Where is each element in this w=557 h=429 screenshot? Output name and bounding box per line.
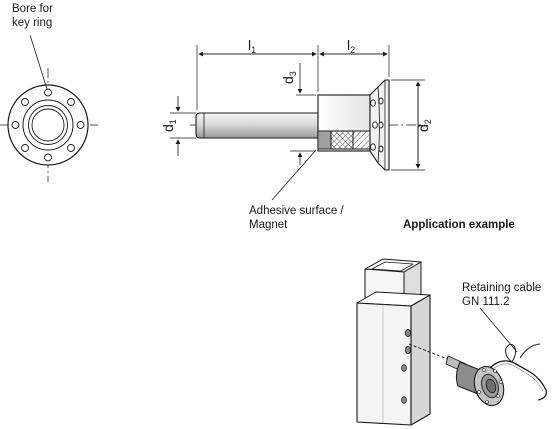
side-view-pin bbox=[170, 45, 425, 201]
bore-label: Bore for key ring bbox=[12, 3, 53, 29]
dim-d2: d2 bbox=[415, 119, 433, 132]
dim-d1: d1 bbox=[160, 119, 178, 132]
application-example-title: Application example bbox=[403, 219, 515, 231]
magnet-insert bbox=[317, 130, 332, 150]
dim-d3: d3 bbox=[280, 71, 298, 84]
dimension-labels: l1 l2 d1 d2 d3 bbox=[160, 37, 433, 132]
application-example bbox=[356, 258, 547, 426]
key-ring-bores bbox=[11, 88, 85, 162]
dim-l2: l2 bbox=[347, 37, 355, 55]
front-view-flange bbox=[0, 34, 98, 182]
retaining-cable-label: Retaining cable GN 111.2 bbox=[462, 282, 542, 308]
dim-l1: l1 bbox=[248, 37, 256, 55]
adhesive-label: Adhesive surface / Magnet bbox=[249, 205, 344, 231]
